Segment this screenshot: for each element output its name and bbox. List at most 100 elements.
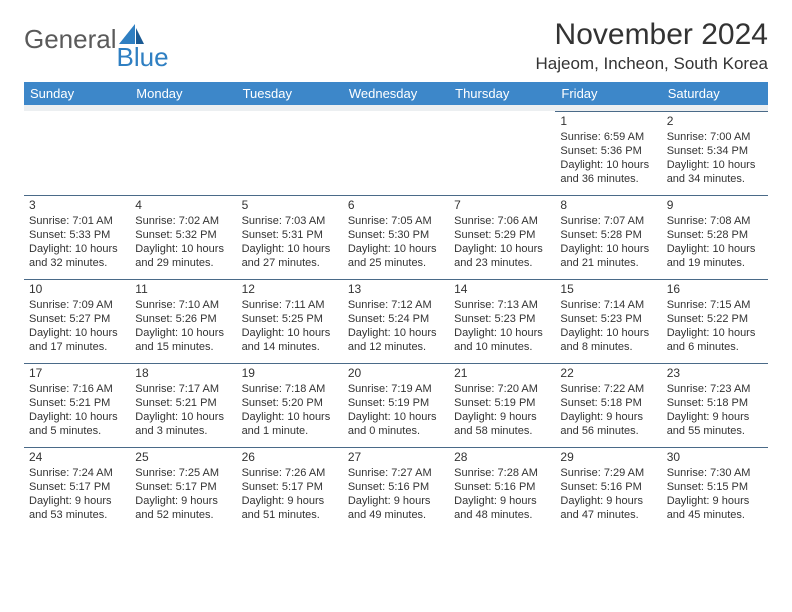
daylight-line: Daylight: 10 hours and 3 minutes.: [135, 410, 231, 438]
sunrise-line: Sunrise: 7:15 AM: [667, 298, 763, 312]
day-cell: 19Sunrise: 7:18 AMSunset: 5:20 PMDayligh…: [237, 363, 343, 447]
sunrise-line: Sunrise: 7:06 AM: [454, 214, 550, 228]
sunset-line: Sunset: 5:24 PM: [348, 312, 444, 326]
daylight-line: Daylight: 9 hours and 47 minutes.: [560, 494, 656, 522]
day-number: 5: [242, 198, 338, 213]
sunset-line: Sunset: 5:31 PM: [242, 228, 338, 242]
sunset-line: Sunset: 5:36 PM: [560, 144, 656, 158]
day-number: 6: [348, 198, 444, 213]
day-cell: [449, 111, 555, 195]
day-cell: 24Sunrise: 7:24 AMSunset: 5:17 PMDayligh…: [24, 447, 130, 531]
sunset-line: Sunset: 5:34 PM: [667, 144, 763, 158]
daylight-line: Daylight: 10 hours and 17 minutes.: [29, 326, 125, 354]
week-row: 3Sunrise: 7:01 AMSunset: 5:33 PMDaylight…: [24, 195, 768, 279]
day-cell: 22Sunrise: 7:22 AMSunset: 5:18 PMDayligh…: [555, 363, 661, 447]
day-number: 2: [667, 114, 763, 129]
calendar-table: SundayMondayTuesdayWednesdayThursdayFrid…: [24, 82, 768, 531]
sunset-line: Sunset: 5:18 PM: [667, 396, 763, 410]
sunrise-line: Sunrise: 7:11 AM: [242, 298, 338, 312]
sunset-line: Sunset: 5:18 PM: [560, 396, 656, 410]
daylight-line: Daylight: 10 hours and 32 minutes.: [29, 242, 125, 270]
daylight-line: Daylight: 10 hours and 1 minute.: [242, 410, 338, 438]
daylight-line: Daylight: 10 hours and 21 minutes.: [560, 242, 656, 270]
sunset-line: Sunset: 5:29 PM: [454, 228, 550, 242]
title-block: November 2024 Hajeom, Incheon, South Kor…: [536, 18, 768, 74]
day-cell: 7Sunrise: 7:06 AMSunset: 5:29 PMDaylight…: [449, 195, 555, 279]
daylight-line: Daylight: 10 hours and 6 minutes.: [667, 326, 763, 354]
day-number: 21: [454, 366, 550, 381]
sunset-line: Sunset: 5:26 PM: [135, 312, 231, 326]
day-number: 16: [667, 282, 763, 297]
day-number: 29: [560, 450, 656, 465]
day-number: 23: [667, 366, 763, 381]
day-cell: 21Sunrise: 7:20 AMSunset: 5:19 PMDayligh…: [449, 363, 555, 447]
dayname-sunday: Sunday: [24, 82, 130, 105]
sunrise-line: Sunrise: 7:30 AM: [667, 466, 763, 480]
day-number: 28: [454, 450, 550, 465]
day-cell: 25Sunrise: 7:25 AMSunset: 5:17 PMDayligh…: [130, 447, 236, 531]
daylight-line: Daylight: 10 hours and 36 minutes.: [560, 158, 656, 186]
day-cell: 16Sunrise: 7:15 AMSunset: 5:22 PMDayligh…: [662, 279, 768, 363]
day-cell: 15Sunrise: 7:14 AMSunset: 5:23 PMDayligh…: [555, 279, 661, 363]
month-title: November 2024: [536, 18, 768, 52]
sunrise-line: Sunrise: 7:26 AM: [242, 466, 338, 480]
day-cell: 2Sunrise: 7:00 AMSunset: 5:34 PMDaylight…: [662, 111, 768, 195]
daylight-line: Daylight: 10 hours and 23 minutes.: [454, 242, 550, 270]
sunset-line: Sunset: 5:20 PM: [242, 396, 338, 410]
day-cell: 4Sunrise: 7:02 AMSunset: 5:32 PMDaylight…: [130, 195, 236, 279]
day-cell: 28Sunrise: 7:28 AMSunset: 5:16 PMDayligh…: [449, 447, 555, 531]
week-row: 1Sunrise: 6:59 AMSunset: 5:36 PMDaylight…: [24, 111, 768, 195]
sunrise-line: Sunrise: 7:29 AM: [560, 466, 656, 480]
logo-text-general: General: [24, 24, 117, 55]
daylight-line: Daylight: 10 hours and 25 minutes.: [348, 242, 444, 270]
sunset-line: Sunset: 5:23 PM: [560, 312, 656, 326]
sunrise-line: Sunrise: 7:09 AM: [29, 298, 125, 312]
dayname-monday: Monday: [130, 82, 236, 105]
day-number: 1: [560, 114, 656, 129]
calendar-header-row: SundayMondayTuesdayWednesdayThursdayFrid…: [24, 82, 768, 105]
day-cell: [237, 111, 343, 195]
day-number: 26: [242, 450, 338, 465]
day-number: 25: [135, 450, 231, 465]
day-cell: 6Sunrise: 7:05 AMSunset: 5:30 PMDaylight…: [343, 195, 449, 279]
sunrise-line: Sunrise: 7:17 AM: [135, 382, 231, 396]
sunrise-line: Sunrise: 7:13 AM: [454, 298, 550, 312]
sunrise-line: Sunrise: 7:03 AM: [242, 214, 338, 228]
sunset-line: Sunset: 5:33 PM: [29, 228, 125, 242]
day-number: 11: [135, 282, 231, 297]
day-number: 10: [29, 282, 125, 297]
sunrise-line: Sunrise: 7:19 AM: [348, 382, 444, 396]
day-cell: 29Sunrise: 7:29 AMSunset: 5:16 PMDayligh…: [555, 447, 661, 531]
sunset-line: Sunset: 5:19 PM: [454, 396, 550, 410]
day-cell: 13Sunrise: 7:12 AMSunset: 5:24 PMDayligh…: [343, 279, 449, 363]
sunrise-line: Sunrise: 7:28 AM: [454, 466, 550, 480]
location: Hajeom, Incheon, South Korea: [536, 54, 768, 74]
day-number: 3: [29, 198, 125, 213]
sunset-line: Sunset: 5:16 PM: [560, 480, 656, 494]
day-cell: 20Sunrise: 7:19 AMSunset: 5:19 PMDayligh…: [343, 363, 449, 447]
daylight-line: Daylight: 10 hours and 27 minutes.: [242, 242, 338, 270]
sunrise-line: Sunrise: 7:08 AM: [667, 214, 763, 228]
sunrise-line: Sunrise: 7:10 AM: [135, 298, 231, 312]
sunset-line: Sunset: 5:21 PM: [135, 396, 231, 410]
sunset-line: Sunset: 5:19 PM: [348, 396, 444, 410]
sunset-line: Sunset: 5:28 PM: [560, 228, 656, 242]
header: General Blue November 2024 Hajeom, Inche…: [24, 18, 768, 74]
day-cell: 3Sunrise: 7:01 AMSunset: 5:33 PMDaylight…: [24, 195, 130, 279]
sunrise-line: Sunrise: 7:07 AM: [560, 214, 656, 228]
sunrise-line: Sunrise: 7:18 AM: [242, 382, 338, 396]
dayname-thursday: Thursday: [449, 82, 555, 105]
daylight-line: Daylight: 10 hours and 5 minutes.: [29, 410, 125, 438]
dayname-saturday: Saturday: [662, 82, 768, 105]
day-cell: 30Sunrise: 7:30 AMSunset: 5:15 PMDayligh…: [662, 447, 768, 531]
daylight-line: Daylight: 9 hours and 53 minutes.: [29, 494, 125, 522]
daylight-line: Daylight: 10 hours and 15 minutes.: [135, 326, 231, 354]
dayname-tuesday: Tuesday: [237, 82, 343, 105]
sunset-line: Sunset: 5:30 PM: [348, 228, 444, 242]
sunset-line: Sunset: 5:22 PM: [667, 312, 763, 326]
daylight-line: Daylight: 10 hours and 14 minutes.: [242, 326, 338, 354]
sunrise-line: Sunrise: 7:25 AM: [135, 466, 231, 480]
sunrise-line: Sunrise: 7:23 AM: [667, 382, 763, 396]
day-number: 9: [667, 198, 763, 213]
sunset-line: Sunset: 5:28 PM: [667, 228, 763, 242]
